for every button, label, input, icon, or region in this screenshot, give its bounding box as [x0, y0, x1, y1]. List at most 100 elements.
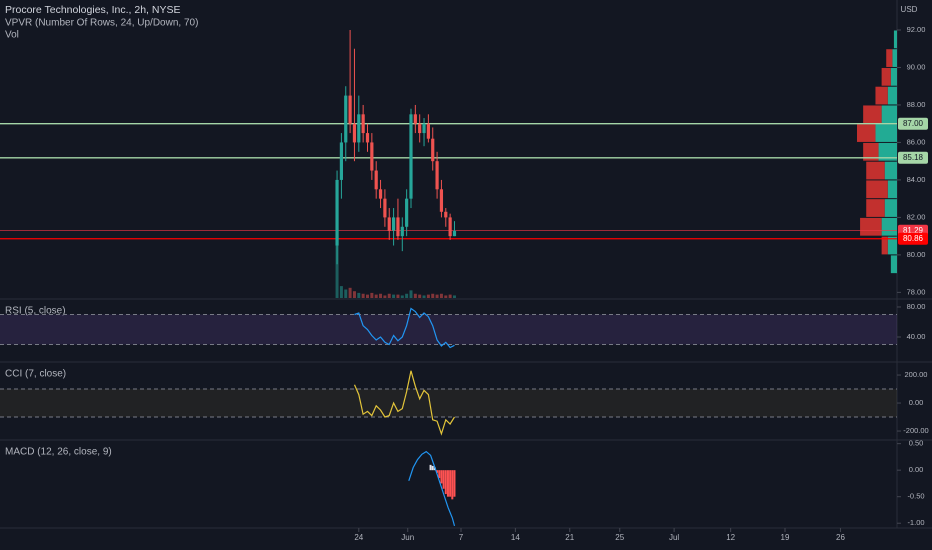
candle-body — [444, 211, 448, 218]
indicator-label: VPVR (Number Of Rows, 24, Up/Down, 70) — [5, 18, 198, 29]
volume-bar — [400, 295, 404, 298]
profile-up — [887, 236, 897, 255]
y-tick-label: 88.00 — [907, 100, 926, 109]
volume-bar — [344, 289, 348, 298]
x-tick-label: 19 — [781, 533, 790, 542]
volume-bar — [418, 294, 422, 298]
profile-down — [863, 142, 879, 161]
price-label: 87.00 — [903, 119, 924, 128]
volume-bar — [352, 291, 356, 298]
histogram-bar — [446, 470, 449, 497]
x-tick-label: 7 — [459, 533, 464, 542]
indicator-line — [408, 450, 456, 527]
candle-body — [452, 230, 457, 237]
indicator-line — [354, 307, 455, 349]
volume-bar — [409, 290, 413, 298]
candle-body — [365, 133, 370, 143]
y-tick-label: 0.50 — [909, 439, 924, 448]
volume-bar — [413, 293, 417, 298]
candle-body — [413, 114, 417, 124]
candle-body — [391, 217, 396, 231]
candle-body — [361, 114, 365, 134]
candle-body — [422, 123, 426, 134]
profile-down — [860, 217, 882, 236]
price-label: 85.18 — [903, 153, 924, 162]
volume-bar — [365, 294, 369, 298]
volume-bar — [439, 293, 443, 298]
candle-body — [357, 114, 361, 143]
profile-up — [893, 30, 897, 49]
histogram-bar — [438, 470, 441, 479]
profile-down — [886, 49, 893, 67]
profile-down — [857, 124, 876, 142]
volume-bar — [361, 293, 365, 298]
y-tick-label: 86.00 — [907, 137, 926, 146]
candle-body — [348, 95, 352, 124]
y-tick-label: 200.00 — [905, 370, 928, 379]
profile-up — [881, 217, 897, 236]
volume-bar — [357, 292, 361, 298]
profile-down — [866, 199, 885, 217]
candle-body — [335, 179, 339, 246]
profile-up — [887, 86, 897, 105]
y-tick-label: 84.00 — [907, 175, 926, 184]
candle-body — [396, 217, 400, 237]
band — [0, 314, 897, 345]
currency: USD — [901, 5, 918, 14]
chart-title: Procore Technologies, Inc., 2h, NYSE — [5, 4, 181, 16]
candle-body — [344, 95, 348, 143]
candle-body — [339, 142, 344, 180]
candle-body — [431, 138, 435, 162]
histogram-bar — [449, 470, 452, 497]
candle-body — [418, 123, 422, 134]
candle-body — [370, 142, 374, 171]
price-label: 81.29 — [903, 226, 924, 235]
candle-body — [383, 198, 387, 218]
candle-body — [448, 217, 452, 237]
x-tick-label: 26 — [836, 533, 845, 542]
candle-body — [400, 226, 404, 237]
y-tick-label: 80.00 — [907, 250, 926, 259]
profile-up — [875, 124, 897, 142]
volume-bar — [374, 294, 378, 298]
y-tick-label: 92.00 — [907, 25, 926, 34]
profile-up — [878, 142, 897, 161]
x-tick-label: 24 — [354, 533, 363, 542]
volume-bar — [405, 293, 409, 298]
price-label-box — [898, 232, 928, 245]
profile-down — [863, 105, 882, 124]
histogram-bar — [442, 470, 445, 489]
volume-bar — [383, 295, 387, 298]
y-tick-label: 40.00 — [907, 332, 926, 341]
price-label-box — [898, 151, 928, 164]
candle-body — [378, 189, 383, 199]
panel-title: MACD (12, 26, close, 9) — [5, 447, 112, 458]
profile-down — [866, 180, 888, 199]
volume-bar — [452, 295, 456, 298]
panel-title: CCI (7, close) — [5, 369, 66, 380]
histogram-bar — [431, 465, 434, 471]
volume-bar — [348, 287, 352, 298]
histogram-bar — [436, 470, 439, 473]
candle-body — [409, 114, 413, 199]
profile-down — [881, 236, 888, 255]
y-tick-label: 90.00 — [907, 62, 926, 71]
x-tick-label: 25 — [615, 533, 624, 542]
histogram-bar — [444, 470, 447, 495]
profile-up — [884, 161, 897, 180]
x-tick-label: 21 — [565, 533, 574, 542]
candle-body — [435, 161, 439, 190]
price-label-box — [898, 117, 928, 130]
volume-bar — [448, 294, 452, 298]
profile-down — [866, 161, 885, 180]
histogram-bar — [429, 464, 432, 471]
volume-bar — [392, 294, 396, 298]
profile-up — [892, 49, 897, 67]
volume-bar — [426, 294, 430, 298]
profile-down — [875, 86, 888, 105]
volume-bar — [422, 295, 426, 298]
volume-bar — [370, 292, 374, 298]
profile-up — [884, 199, 897, 217]
